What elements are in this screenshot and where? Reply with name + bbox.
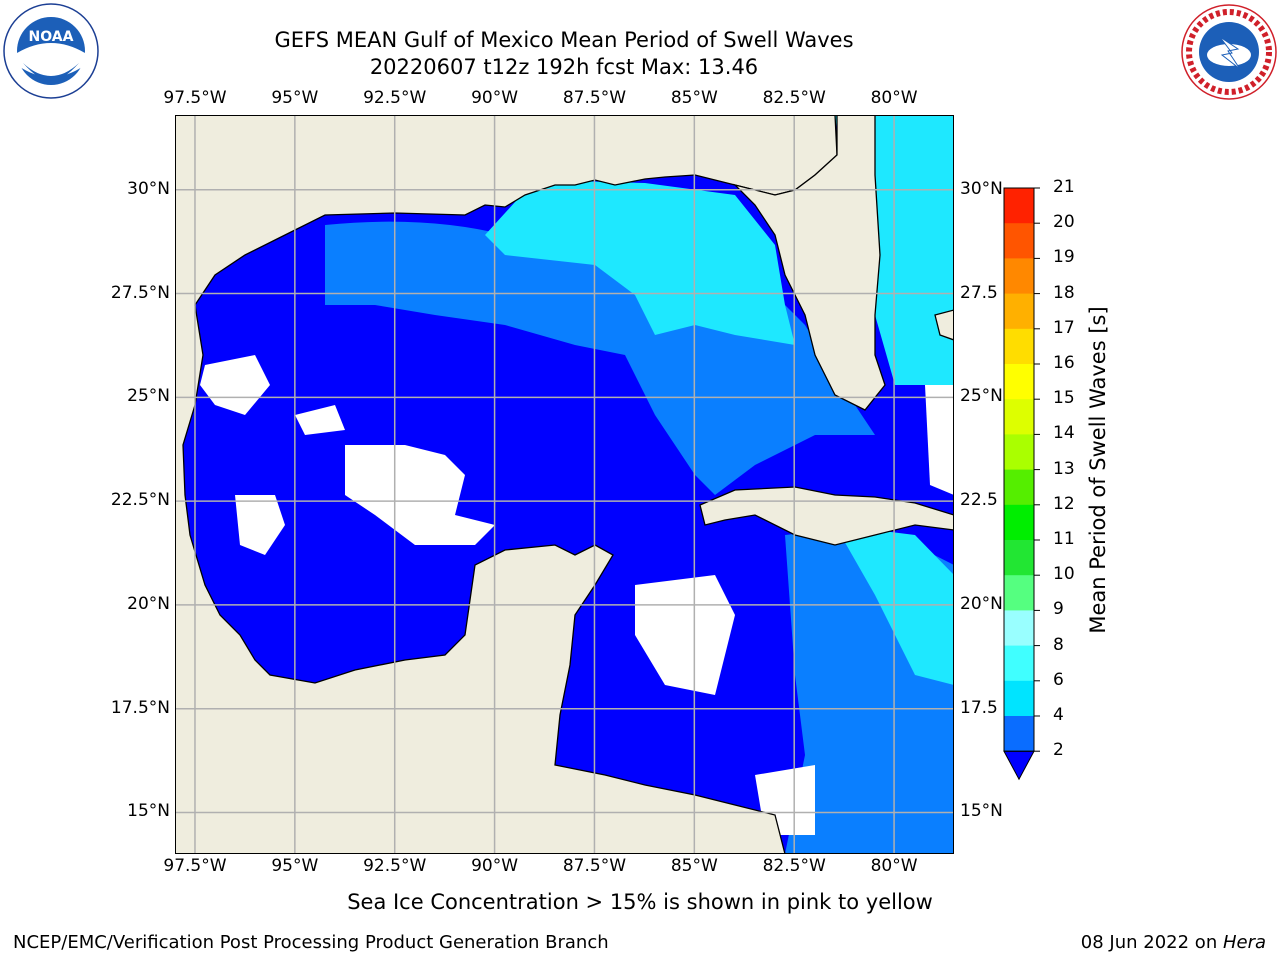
- colorbar-segment: [1004, 223, 1034, 259]
- colorbar-segment: [1004, 645, 1034, 682]
- colorbar-segment: [1004, 575, 1034, 611]
- colorbar-tick-label: 12: [1053, 493, 1075, 514]
- swell-zone-light: [485, 180, 795, 345]
- lon-label-bottom: 87.5°W: [562, 856, 627, 876]
- colorbar-segment: [1004, 399, 1034, 435]
- colorbar-tick-label: 19: [1053, 247, 1075, 268]
- lat-label-right: 15°N: [960, 801, 1003, 822]
- map-title: GEFS MEAN Gulf of Mexico Mean Period of …: [274, 28, 854, 52]
- lon-label-bottom: 82.5°W: [762, 856, 826, 876]
- lat-label-left: 27.5°N: [110, 282, 170, 303]
- lon-label-top: 90°W: [471, 88, 519, 108]
- land-bahamas: [934, 309, 954, 341]
- nws-logo: [1181, 4, 1277, 100]
- lon-label-bottom: 95°W: [271, 856, 319, 876]
- colorbar-segment: [1004, 504, 1034, 541]
- lon-label-top: 82.5°W: [762, 88, 826, 108]
- colorbar-segment: [1004, 469, 1034, 506]
- colorbar-tick-label: 13: [1053, 458, 1075, 479]
- colorbar-segment: [1004, 364, 1034, 400]
- lon-label-top: 95°W: [271, 88, 319, 108]
- lon-label-bottom: 85°W: [670, 856, 718, 876]
- land-north-america: [175, 115, 838, 854]
- land-florida: [732, 115, 886, 411]
- lat-label-left: 30°N: [127, 178, 170, 199]
- colorbar-segment: [1004, 293, 1034, 330]
- lon-label-bottom: 90°W: [471, 856, 519, 876]
- colorbar-tick-label: 21: [1053, 177, 1075, 197]
- footer-date-text: 08 Jun 2022 on: [1080, 932, 1223, 953]
- colorbar-tick-label: 6: [1053, 669, 1064, 690]
- lon-label-top: 87.5°W: [562, 88, 627, 108]
- lat-label-right: 22.5: [960, 490, 998, 511]
- map-subtitle: 20220607 t12z 192h fcst Max: 13.46: [369, 55, 759, 79]
- colorbar-tick-label: 11: [1053, 529, 1075, 549]
- colorbar-segment: [1004, 716, 1034, 752]
- map-gridlines: [175, 115, 954, 854]
- colorbar-tick-label: 16: [1053, 353, 1075, 373]
- lat-label-left: 17.5°N: [110, 697, 170, 718]
- sea-ice-note: Sea Ice Concentration > 15% is shown in …: [347, 890, 933, 914]
- lat-label-right: 30°N: [960, 178, 1003, 199]
- colorbar-tick-label: 2: [1053, 740, 1064, 761]
- lon-label-bottom: 97.5°W: [163, 856, 227, 876]
- colorbar-tick-label: 14: [1053, 423, 1075, 444]
- colorbar-segment: [1004, 188, 1034, 224]
- colorbar-tick-label: 4: [1053, 705, 1064, 725]
- colorbar-label: Mean Period of Swell Waves [s]: [1086, 306, 1110, 634]
- gulf-of-mexico-map: [175, 115, 954, 854]
- colorbar-segment: [1004, 258, 1034, 295]
- colorbar: [1003, 187, 1040, 781]
- colorbar-under-triangle: [1003, 750, 1035, 781]
- colorbar-segment: [1004, 610, 1034, 647]
- noaa-logo-text: NOAA: [29, 29, 74, 45]
- lat-label-left: 25°N: [127, 386, 170, 407]
- lon-label-top: 85°W: [670, 88, 718, 108]
- colorbar-segment: [1004, 680, 1034, 717]
- lon-label-bottom: 92.5°W: [363, 856, 427, 876]
- footer-date: 08 Jun 2022 on Hera: [1081, 932, 1266, 953]
- colorbar-tick-label: 15: [1053, 388, 1075, 409]
- lon-label-top: 92.5°W: [363, 88, 427, 108]
- colorbar-segment: [1004, 328, 1034, 365]
- footer-branch: NCEP/EMC/Verification Post Processing Pr…: [13, 932, 609, 953]
- colorbar-tick-label: 18: [1053, 282, 1075, 303]
- noaa-logo: NOAA: [3, 3, 99, 99]
- colorbar-segment: [1004, 434, 1034, 471]
- lat-label-right: 27.5: [960, 282, 998, 303]
- colorbar-tick-label: 10: [1053, 564, 1075, 585]
- colorbar-tick-label: 17: [1053, 317, 1075, 338]
- lat-label-left: 15°N: [127, 801, 170, 822]
- lat-label-left: 22.5°N: [110, 490, 170, 511]
- colorbar-tick-label: 9: [1053, 599, 1064, 620]
- colorbar-segment: [1004, 540, 1034, 576]
- footer-machine: Hera: [1222, 932, 1266, 953]
- lon-label-top: 97.5°W: [163, 88, 227, 108]
- lat-label-right: 20°N: [960, 593, 1003, 614]
- lon-label-top: 80°W: [870, 88, 918, 108]
- lat-label-right: 25°N: [960, 386, 1003, 407]
- colorbar-tick-label: 20: [1053, 212, 1075, 233]
- lat-label-right: 17.5: [960, 697, 998, 718]
- lon-label-bottom: 80°W: [870, 856, 918, 876]
- lat-label-left: 20°N: [127, 593, 170, 614]
- colorbar-tick-label: 8: [1053, 634, 1064, 655]
